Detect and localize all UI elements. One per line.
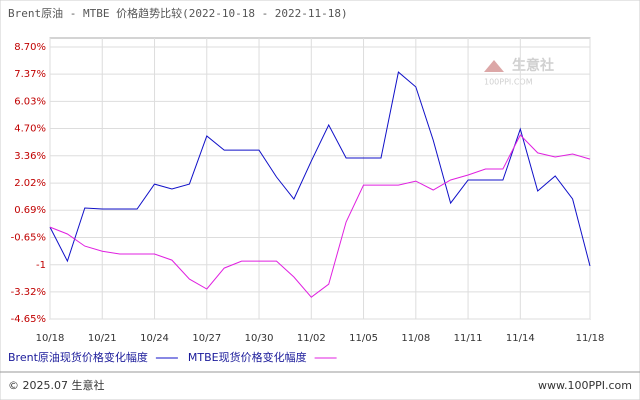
y-tick-label: -4.65% [11, 314, 46, 325]
x-tick-label: 11/08 [401, 333, 430, 344]
watermark-icon [484, 60, 504, 72]
footer-right: www.100PPI.com [538, 379, 632, 392]
y-tick-label: 4.70% [14, 123, 46, 134]
x-tick-label: 11/05 [349, 333, 378, 344]
y-tick-label: -3.32% [11, 287, 46, 298]
x-tick-label: 11/11 [454, 333, 483, 344]
x-tick-label: 11/14 [506, 333, 535, 344]
x-tick-label: 10/27 [192, 333, 221, 344]
x-tick-label: 10/30 [245, 333, 274, 344]
chart-title: Brent原油 - MTBE 价格趋势比较(2022-10-18 - 2022-… [8, 6, 348, 20]
y-tick-label: -1 [36, 260, 46, 271]
y-tick-label: 0.69% [14, 205, 46, 216]
plot-area [49, 37, 591, 320]
x-tick-label: 10/18 [36, 333, 65, 344]
y-tick-label: 3.36% [14, 151, 46, 162]
legend-label: Brent原油现货价格变化幅度 [8, 350, 148, 364]
series-line [49, 134, 591, 298]
series-line [49, 71, 591, 267]
watermark-name: 生意社 [512, 57, 554, 74]
x-tick-label: 10/21 [88, 333, 117, 344]
y-tick-label: -0.65% [11, 233, 46, 244]
y-tick-label: 8.70% [14, 42, 46, 53]
watermark: 生意社 100PPI.COM [484, 57, 554, 87]
legend-label: MTBE现货价格变化幅度 [188, 350, 307, 364]
y-tick-label: 7.37% [14, 69, 46, 80]
y-tick-label: 6.03% [14, 96, 46, 107]
x-tick-label: 10/24 [140, 333, 169, 344]
x-tick-label: 11/02 [297, 333, 326, 344]
x-tick-label: 11/18 [576, 333, 605, 344]
y-tick-label: 2.02% [14, 178, 46, 189]
footer-left: © 2025.07 生意社 [8, 378, 104, 392]
watermark-site: 100PPI.COM [484, 78, 533, 87]
